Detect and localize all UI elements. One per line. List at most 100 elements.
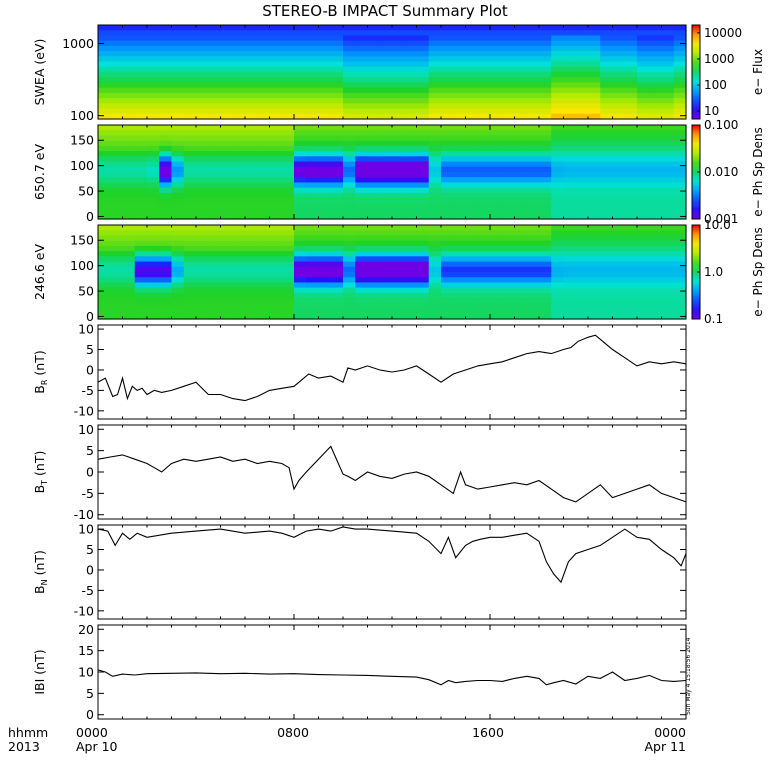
heatmap-cell	[600, 25, 614, 31]
heatmap-cell	[183, 25, 197, 31]
heatmap-cell	[122, 125, 136, 131]
heatmap-cell	[122, 213, 136, 220]
heatmap-cell	[502, 287, 516, 294]
heatmap-cell	[661, 208, 675, 215]
heatmap-cell	[281, 313, 295, 320]
heatmap-cell	[514, 203, 528, 210]
heatmap-cell	[379, 213, 393, 220]
heatmap-cell	[428, 87, 442, 94]
heatmap-cell	[428, 298, 442, 304]
heatmap-cell	[183, 145, 197, 152]
heatmap-cell	[551, 182, 565, 189]
heatmap-cell	[563, 161, 577, 168]
y-axis-label-2: 246.6 eV	[32, 244, 47, 300]
heatmap-cell	[220, 166, 234, 173]
heatmap-cell	[379, 72, 393, 78]
heatmap-cell	[477, 277, 491, 284]
heatmap-cell	[673, 98, 687, 104]
heatmap-cell	[159, 108, 173, 115]
y-axis-label-unit: (nT)	[32, 451, 47, 480]
heatmap-cell	[453, 82, 467, 89]
heatmap-cell	[134, 282, 148, 289]
heatmap-cell	[110, 245, 124, 252]
heatmap-cell	[98, 25, 111, 31]
heatmap-cell	[122, 256, 136, 263]
heatmap-cell	[294, 298, 307, 304]
heatmap-cell	[245, 113, 258, 120]
heatmap-cell	[232, 177, 246, 184]
heatmap-cell	[563, 298, 577, 304]
heatmap-cell	[416, 140, 430, 147]
heatmap-cell	[183, 103, 197, 110]
heatmap-cell	[551, 87, 565, 94]
heatmap-cell	[220, 72, 234, 78]
heatmap-cell	[269, 108, 283, 115]
heatmap-cell	[171, 125, 185, 131]
heatmap-cell	[110, 187, 124, 194]
heatmap-cell	[208, 251, 222, 257]
heatmap-cell	[294, 261, 307, 268]
heatmap-cell	[208, 245, 222, 252]
heatmap-cell	[526, 177, 540, 184]
heatmap-cell	[539, 235, 552, 242]
heatmap-cell	[477, 103, 491, 110]
heatmap-cell	[171, 130, 185, 137]
heatmap-cell	[171, 161, 185, 168]
heatmap-cell	[465, 225, 479, 231]
heatmap-cell	[612, 198, 626, 204]
heatmap-cell	[196, 125, 209, 131]
heatmap-cell	[526, 172, 540, 178]
heatmap-cell	[183, 198, 197, 204]
heatmap-cell	[600, 277, 614, 284]
heatmap-cell	[477, 130, 491, 137]
heatmap-cell	[232, 103, 246, 110]
heatmap-cell	[110, 203, 124, 210]
heatmap-cell	[269, 277, 283, 284]
heatmap-cell	[575, 56, 589, 63]
heatmap-cell	[624, 245, 638, 252]
heatmap-cell	[539, 25, 552, 31]
heatmap-cell	[269, 130, 283, 137]
heatmap-cell	[232, 298, 246, 304]
heatmap-cell	[220, 277, 234, 284]
heatmap-cell	[477, 256, 491, 263]
heatmap-cell	[404, 177, 418, 184]
heatmap-cell	[453, 45, 467, 52]
heatmap-cell	[269, 282, 283, 289]
heatmap-cell	[502, 87, 516, 94]
heatmap-cell	[183, 66, 197, 73]
heatmap-cell	[612, 213, 626, 220]
heatmap-cell	[514, 108, 528, 115]
heatmap-cell	[514, 230, 528, 237]
heatmap-cell	[600, 251, 614, 257]
heatmap-cell	[196, 272, 209, 278]
heatmap-cell	[245, 61, 258, 68]
heatmap-cell	[269, 25, 283, 31]
heatmap-cell	[220, 198, 234, 204]
heatmap-cell	[637, 172, 650, 178]
heatmap-cell	[514, 87, 528, 94]
heatmap-cell	[379, 140, 393, 147]
heatmap-cell	[343, 66, 356, 73]
heatmap-cell	[551, 61, 565, 68]
heatmap-cell	[551, 35, 565, 42]
heatmap-cell	[147, 77, 160, 84]
heatmap-cell	[134, 156, 148, 163]
heatmap-cell	[134, 203, 148, 210]
heatmap-cell	[122, 77, 136, 84]
heatmap-cell	[245, 298, 258, 304]
heatmap-cell	[232, 72, 246, 78]
generation-timestamp: Sun May 4 15:18:56 2014	[685, 637, 692, 715]
heatmap-cell	[624, 261, 638, 268]
heatmap-cell	[526, 61, 540, 68]
heatmap-cell	[367, 308, 381, 315]
heatmap-cell	[465, 72, 479, 78]
heatmap-cell	[514, 130, 528, 137]
heatmap-cell	[318, 308, 332, 315]
heatmap-cell	[490, 240, 503, 247]
heatmap-cell	[551, 266, 565, 273]
heatmap-cell	[379, 145, 393, 152]
heatmap-cell	[600, 77, 614, 84]
heatmap-cell	[196, 192, 209, 199]
heatmap-cell	[367, 72, 381, 78]
